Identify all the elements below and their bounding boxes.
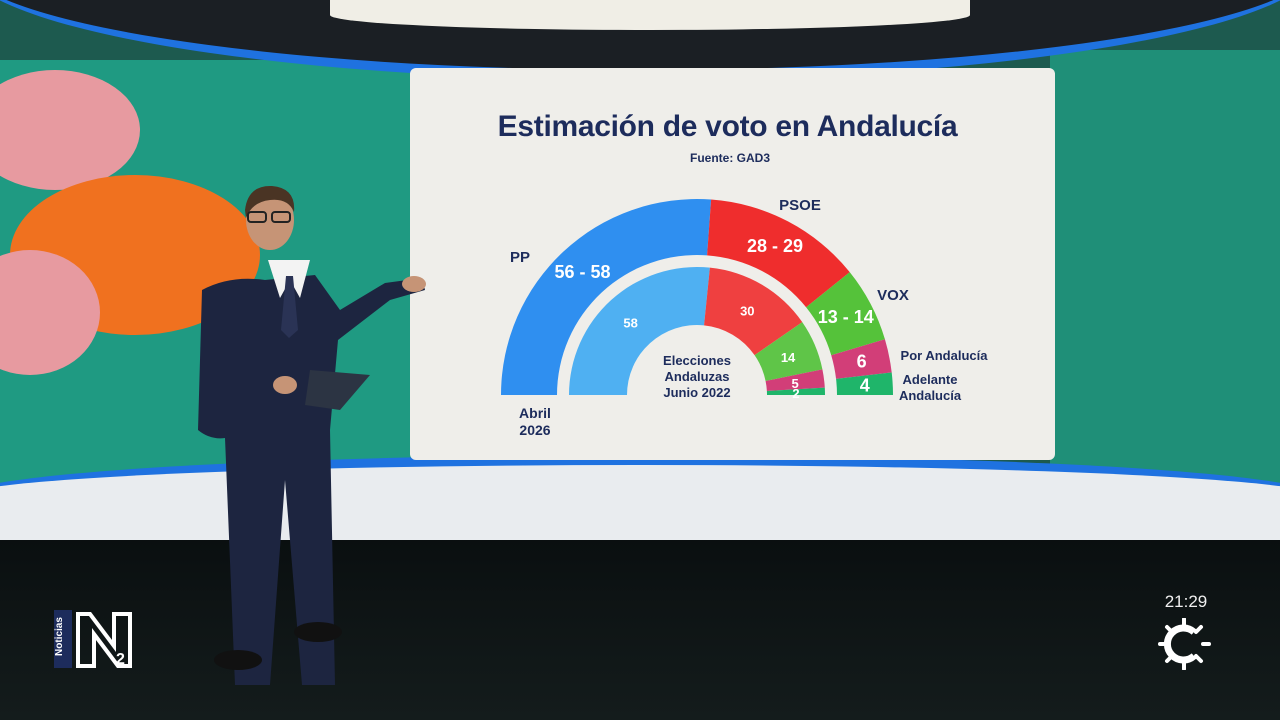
n2-logo-icon: 2 xyxy=(76,612,132,668)
outer-ring-segment-por-andalucia xyxy=(831,339,892,379)
channel-tag: Noticias xyxy=(54,610,72,668)
outer-ring-value-por-andalucia: 6 xyxy=(857,351,867,371)
outer-ring-value-pp: 56 - 58 xyxy=(555,262,611,282)
inner-ring-segment-psoe xyxy=(704,267,803,356)
party-label-adelante-andalucia: Andalucía xyxy=(899,388,962,403)
inner-ring-label: Andaluzas xyxy=(664,369,729,384)
party-label-vox: VOX xyxy=(877,287,909,304)
canal-sur-logo-icon xyxy=(1158,618,1211,670)
inner-ring-value-vox: 14 xyxy=(781,350,796,365)
inner-ring-segment-vox xyxy=(754,322,823,381)
outer-ring-segment-vox xyxy=(806,272,885,356)
outer-ring-segment-pp xyxy=(501,199,712,395)
inner-ring-value-psoe: 30 xyxy=(740,304,754,319)
chart-title: Estimación de voto en Andalucía xyxy=(497,110,958,143)
outer-ring-label: Abril xyxy=(519,405,551,421)
inner-ring-value-por-andalucia: 5 xyxy=(792,376,799,391)
inner-ring-segment-por-andalucia xyxy=(765,369,825,391)
party-label-pp: PP xyxy=(510,249,530,266)
outer-ring-segment-adelante-andalucia xyxy=(836,372,893,395)
reflective-floor xyxy=(0,540,1280,720)
inner-ring-segment-pp xyxy=(569,267,710,395)
party-label-por-andalucia: Por Andalucía xyxy=(901,348,989,363)
party-label-psoe: PSOE xyxy=(779,197,821,214)
outer-ring-value-adelante-andalucia: 4 xyxy=(860,375,870,395)
presenter xyxy=(198,185,426,685)
inner-ring-segment-adelante-andalucia xyxy=(766,387,825,395)
clock: 21:29 xyxy=(1164,592,1208,611)
chart-source: Fuente: GAD3 xyxy=(689,151,770,165)
inner-ring-label: Junio 2022 xyxy=(663,385,730,400)
outer-ring-segment-psoe xyxy=(707,199,850,308)
outer-ring-label: 2026 xyxy=(519,422,550,438)
outer-ring-value-vox: 13 - 14 xyxy=(818,307,874,327)
inner-ring-value-adelante-andalucia: 2 xyxy=(792,386,799,401)
speech-bubble-graphic xyxy=(0,70,140,190)
outer-ring-value-psoe: 28 - 29 xyxy=(747,236,803,256)
party-label-adelante-andalucia: Adelante xyxy=(903,372,958,387)
right-wall xyxy=(1050,50,1280,530)
inner-ring-value-pp: 58 xyxy=(623,316,637,331)
ceiling-light xyxy=(330,0,970,30)
svg-text:2: 2 xyxy=(116,651,125,668)
inner-ring-label: Elecciones xyxy=(663,353,731,368)
